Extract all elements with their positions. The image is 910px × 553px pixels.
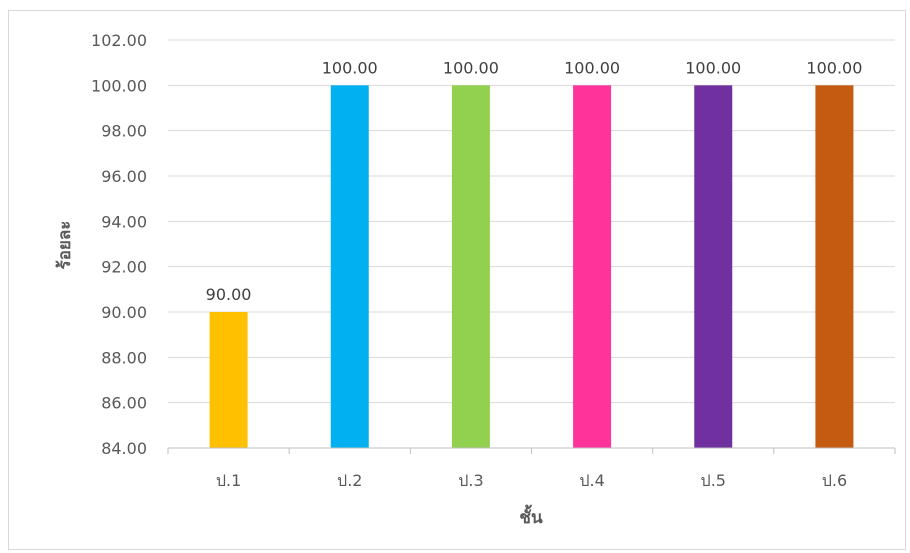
gridlines <box>168 39 895 404</box>
bar-4 <box>573 85 612 448</box>
bar-5 <box>694 85 733 448</box>
x-tick-label: ป.3 <box>458 471 483 490</box>
data-label: 90.00 <box>206 285 252 304</box>
y-axis-title: ร้อยละ <box>55 221 75 270</box>
labels: 84.00 86.00 88.00 90.00 92.00 94.00 96.00 98.00… <box>91 31 862 490</box>
data-label: 100.00 <box>322 58 378 77</box>
data-label: 100.00 <box>443 58 499 77</box>
y-tick-label: 96.00 <box>101 167 147 186</box>
x-tick-label: ป.5 <box>701 471 726 490</box>
y-tick-label: 92.00 <box>101 258 147 277</box>
bar-6 <box>815 85 854 448</box>
data-label: 100.00 <box>564 58 620 77</box>
x-tick-label: ป.6 <box>822 471 847 490</box>
x-axis-title: ชั้น <box>519 504 543 528</box>
bar-3 <box>451 85 490 448</box>
x-tick-label: ป.1 <box>216 471 241 490</box>
y-tick-label: 94.00 <box>101 212 147 231</box>
bar-1 <box>209 312 248 448</box>
y-tick-label: 88.00 <box>101 348 147 367</box>
y-tick-label: 102.00 <box>91 31 147 50</box>
x-tick-label: ป.2 <box>337 471 362 490</box>
bar-2 <box>330 85 369 448</box>
y-tick-label: 100.00 <box>91 76 147 95</box>
data-label: 100.00 <box>806 58 862 77</box>
y-tick-label: 98.00 <box>101 122 147 141</box>
bars <box>209 85 854 448</box>
y-tick-label: 86.00 <box>101 394 147 413</box>
x-tick-label: ป.4 <box>579 471 604 490</box>
y-tick-label: 84.00 <box>101 439 147 458</box>
y-tick-label: 90.00 <box>101 303 147 322</box>
axes <box>167 447 896 454</box>
data-label: 100.00 <box>685 58 741 77</box>
